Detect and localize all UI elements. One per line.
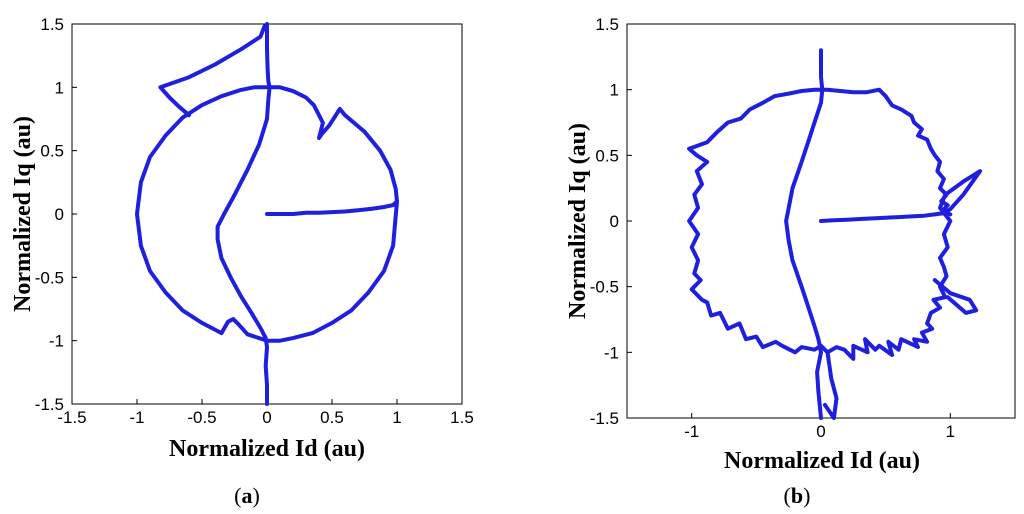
trajectory-line-1 <box>135 85 399 343</box>
x-tick-label: 1 <box>392 408 401 427</box>
panel-a: -1.5 -1 -0.5 0 0.5 1 1.5 -1.5 -1 -0.5 0 0.5 1 1.5 No… <box>10 15 474 508</box>
trajectory-line-3 <box>822 350 839 420</box>
panel-b: -1 0 1 -1.5 -1 -0.5 0 0.5 1 1.5 Normalized Id (a… <box>565 15 1016 508</box>
y-tick-label: -1.5 <box>590 409 619 428</box>
panel-a-caption: (a) <box>234 483 260 508</box>
y-tick-label: 0.5 <box>40 142 64 161</box>
y-tick-label: 1.5 <box>40 15 64 34</box>
y-tick-label: -1 <box>49 332 64 351</box>
x-tick-label: -1 <box>684 422 699 441</box>
x-tick-label: -1 <box>129 408 144 427</box>
panel-b-y-ticks: -1.5 -1 -0.5 0 0.5 1 1.5 <box>590 15 632 428</box>
y-tick-label: -0.5 <box>590 278 619 297</box>
trajectory-line-2 <box>215 22 272 406</box>
y-tick-label: -1.5 <box>35 395 64 414</box>
panel-a-traces <box>135 22 399 406</box>
panel-b-traces <box>687 48 983 420</box>
x-tick-label: -0.5 <box>187 408 216 427</box>
y-tick-label: -1 <box>604 343 619 362</box>
y-tick-label: 1 <box>610 81 619 100</box>
y-tick-label: 0.5 <box>595 146 619 165</box>
y-tick-label: 1 <box>55 78 64 97</box>
x-tick-label: -1.5 <box>57 408 86 427</box>
trajectory-line-2 <box>784 48 825 420</box>
x-tick-label: 0.5 <box>320 408 344 427</box>
x-tick-label: 0 <box>262 408 271 427</box>
panel-b-y-label: Normalized Iq (au) <box>565 123 591 319</box>
trajectory-line-4 <box>932 278 979 315</box>
y-tick-label: 0 <box>610 212 619 231</box>
y-tick-label: -0.5 <box>35 268 64 287</box>
x-tick-label: 1.5 <box>450 408 474 427</box>
panel-a-x-label: Normalized Id (au) <box>169 436 365 462</box>
panel-a-y-label: Normalized Iq (au) <box>10 116 36 312</box>
x-tick-label: 0 <box>816 422 825 441</box>
panel-a-y-ticks: -1.5 -1 -0.5 0 0.5 1 1.5 <box>35 15 77 414</box>
y-tick-label: 1.5 <box>595 15 619 34</box>
trajectory-line-1 <box>687 87 983 361</box>
panel-b-caption: (b) <box>784 483 811 508</box>
panel-a-x-ticks: -1.5 -1 -0.5 0 0.5 1 1.5 <box>57 399 474 427</box>
trajectory-line-3 <box>158 24 267 118</box>
panel-b-x-label: Normalized Id (au) <box>724 448 920 474</box>
x-tick-label: 1 <box>946 422 955 441</box>
y-tick-label: 0 <box>55 205 64 224</box>
